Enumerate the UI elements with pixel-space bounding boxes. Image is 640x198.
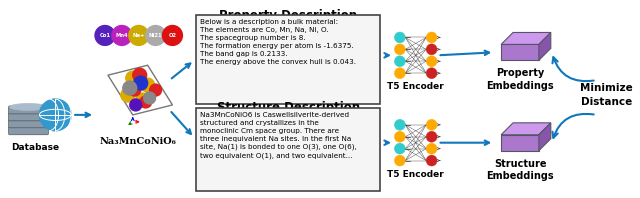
Circle shape	[123, 81, 137, 95]
Polygon shape	[501, 135, 539, 151]
Circle shape	[146, 26, 166, 45]
Circle shape	[426, 155, 437, 166]
Circle shape	[130, 99, 141, 111]
Polygon shape	[539, 32, 551, 60]
Circle shape	[129, 26, 148, 45]
Circle shape	[394, 32, 405, 43]
Circle shape	[426, 119, 437, 130]
Text: Property
Embeddings: Property Embeddings	[486, 68, 554, 91]
Circle shape	[163, 26, 182, 45]
Text: Below is a description a bulk material:
The elements are Co, Mn, Na, Ni, O.
The : Below is a description a bulk material: …	[200, 19, 356, 65]
Circle shape	[134, 76, 148, 90]
Circle shape	[150, 84, 161, 96]
Text: Na₃MnCoNiO₆: Na₃MnCoNiO₆	[99, 137, 176, 146]
Circle shape	[394, 155, 405, 166]
Circle shape	[394, 143, 405, 154]
Circle shape	[394, 119, 405, 130]
Circle shape	[136, 93, 150, 107]
Circle shape	[394, 68, 405, 79]
Circle shape	[126, 71, 140, 85]
FancyBboxPatch shape	[8, 127, 49, 135]
FancyBboxPatch shape	[8, 106, 49, 114]
Text: Co1: Co1	[99, 33, 111, 38]
Text: O2: O2	[168, 33, 177, 38]
FancyBboxPatch shape	[8, 113, 49, 121]
Ellipse shape	[10, 104, 47, 110]
Text: Minimize
Distance: Minimize Distance	[580, 83, 633, 107]
Polygon shape	[501, 44, 539, 60]
Polygon shape	[501, 123, 551, 135]
Circle shape	[426, 44, 437, 55]
Circle shape	[394, 56, 405, 67]
Circle shape	[141, 78, 155, 92]
Text: Mn4: Mn4	[116, 33, 128, 38]
Polygon shape	[539, 123, 551, 151]
Circle shape	[394, 131, 405, 142]
Polygon shape	[501, 32, 551, 44]
Text: Database: Database	[12, 143, 60, 152]
Circle shape	[121, 88, 135, 102]
FancyBboxPatch shape	[8, 120, 49, 128]
Circle shape	[426, 143, 437, 154]
Circle shape	[143, 92, 156, 104]
Text: Na+: Na+	[132, 33, 145, 38]
FancyBboxPatch shape	[196, 108, 380, 191]
FancyBboxPatch shape	[196, 15, 380, 104]
Circle shape	[426, 68, 437, 79]
Circle shape	[394, 44, 405, 55]
Circle shape	[95, 26, 115, 45]
Circle shape	[132, 68, 147, 82]
Text: Structure
Embeddings: Structure Embeddings	[486, 159, 554, 181]
Circle shape	[112, 26, 132, 45]
Circle shape	[426, 32, 437, 43]
Text: Ni21: Ni21	[148, 33, 163, 38]
Text: Structure Description: Structure Description	[216, 101, 360, 114]
Circle shape	[40, 99, 71, 131]
Text: T5 Encoder: T5 Encoder	[387, 82, 444, 91]
Text: T5 Encoder: T5 Encoder	[387, 169, 444, 179]
Circle shape	[426, 131, 437, 142]
Text: Property Description: Property Description	[219, 9, 357, 22]
Circle shape	[426, 56, 437, 67]
Circle shape	[129, 84, 141, 96]
Circle shape	[140, 96, 152, 108]
Text: Na3MnCoNiO6 is Caswellsilverite-derived
structured and crystallizes in the
monoc: Na3MnCoNiO6 is Caswellsilverite-derived …	[200, 112, 357, 159]
